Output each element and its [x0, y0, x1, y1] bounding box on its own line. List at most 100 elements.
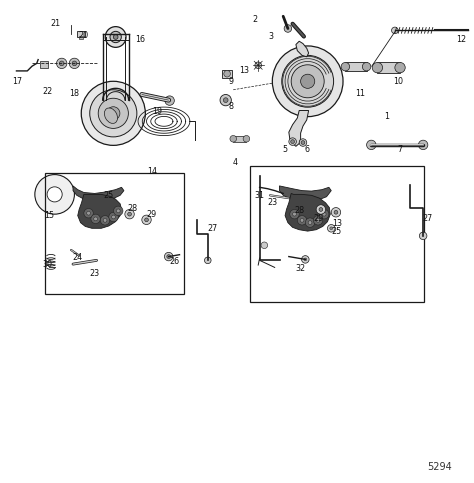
- Text: 13: 13: [239, 67, 249, 75]
- Text: 13: 13: [332, 219, 342, 228]
- Circle shape: [395, 62, 405, 73]
- Text: 25: 25: [332, 227, 342, 236]
- Circle shape: [319, 210, 329, 219]
- Circle shape: [392, 27, 398, 34]
- Text: 26: 26: [170, 257, 180, 266]
- Circle shape: [109, 213, 118, 222]
- Text: 20: 20: [79, 31, 89, 40]
- Circle shape: [204, 257, 211, 264]
- Bar: [346, 62, 366, 71]
- Bar: [222, 70, 232, 77]
- Circle shape: [341, 62, 350, 71]
- Circle shape: [91, 214, 100, 224]
- Text: 10: 10: [393, 77, 403, 86]
- Text: 19: 19: [152, 107, 162, 116]
- Circle shape: [114, 206, 123, 215]
- Circle shape: [59, 61, 64, 66]
- Circle shape: [113, 35, 118, 39]
- Bar: [45, 173, 184, 294]
- Circle shape: [292, 213, 296, 216]
- Circle shape: [299, 139, 307, 146]
- Circle shape: [100, 215, 110, 225]
- Circle shape: [98, 98, 128, 128]
- Circle shape: [301, 74, 315, 88]
- Circle shape: [290, 210, 299, 219]
- Text: 17: 17: [12, 77, 22, 86]
- Text: 31: 31: [255, 191, 264, 200]
- Circle shape: [291, 65, 324, 98]
- Circle shape: [419, 140, 428, 150]
- Text: 23: 23: [267, 199, 277, 207]
- Circle shape: [273, 46, 343, 116]
- Circle shape: [313, 215, 323, 225]
- Circle shape: [328, 225, 335, 232]
- Circle shape: [331, 208, 341, 217]
- Circle shape: [117, 209, 120, 213]
- Circle shape: [334, 211, 338, 214]
- Circle shape: [69, 58, 80, 69]
- Circle shape: [145, 218, 148, 222]
- Text: 15: 15: [45, 211, 55, 220]
- Text: 22: 22: [43, 87, 53, 96]
- Circle shape: [230, 135, 237, 142]
- Circle shape: [255, 62, 262, 69]
- Circle shape: [103, 218, 107, 222]
- Circle shape: [301, 141, 305, 144]
- Circle shape: [125, 210, 134, 219]
- Text: 21: 21: [51, 19, 61, 28]
- Circle shape: [322, 213, 326, 216]
- Text: 6: 6: [304, 145, 309, 154]
- Text: 28: 28: [128, 204, 137, 213]
- Circle shape: [243, 135, 250, 142]
- Bar: [377, 62, 400, 73]
- Circle shape: [316, 205, 326, 214]
- Circle shape: [81, 81, 146, 145]
- Text: 29: 29: [313, 214, 323, 223]
- Polygon shape: [289, 111, 309, 146]
- Circle shape: [84, 209, 93, 218]
- Circle shape: [94, 217, 98, 221]
- Text: 8: 8: [229, 102, 234, 111]
- Text: 2: 2: [252, 14, 257, 24]
- Circle shape: [142, 215, 151, 225]
- Circle shape: [304, 258, 307, 261]
- Circle shape: [105, 27, 126, 47]
- Circle shape: [297, 215, 307, 225]
- Ellipse shape: [104, 108, 118, 124]
- Bar: [250, 166, 424, 302]
- Text: 25: 25: [104, 191, 114, 200]
- Text: 23: 23: [90, 269, 100, 278]
- Polygon shape: [285, 193, 330, 231]
- Text: 32: 32: [296, 264, 306, 273]
- Circle shape: [224, 71, 230, 77]
- Text: 5: 5: [283, 145, 288, 154]
- Text: 12: 12: [456, 35, 466, 44]
- Text: 9: 9: [229, 77, 234, 86]
- Polygon shape: [296, 41, 309, 57]
- Polygon shape: [78, 194, 121, 228]
- Circle shape: [128, 213, 131, 216]
- Text: 4: 4: [232, 158, 237, 167]
- Circle shape: [301, 256, 309, 263]
- Circle shape: [56, 58, 67, 69]
- Circle shape: [362, 62, 371, 71]
- Polygon shape: [73, 186, 124, 201]
- Circle shape: [90, 90, 137, 137]
- Circle shape: [167, 255, 171, 258]
- Circle shape: [284, 25, 292, 32]
- Circle shape: [164, 252, 173, 261]
- Circle shape: [419, 232, 427, 240]
- Text: 24: 24: [73, 254, 83, 262]
- Circle shape: [47, 187, 62, 202]
- Text: 14: 14: [147, 167, 157, 176]
- Text: 29: 29: [146, 210, 156, 219]
- Circle shape: [35, 174, 74, 214]
- Circle shape: [110, 31, 121, 43]
- Circle shape: [316, 218, 320, 222]
- Polygon shape: [279, 186, 331, 201]
- Circle shape: [165, 96, 174, 105]
- Text: 5294: 5294: [427, 462, 452, 472]
- Circle shape: [289, 138, 296, 145]
- Circle shape: [366, 140, 376, 150]
- Circle shape: [107, 107, 120, 120]
